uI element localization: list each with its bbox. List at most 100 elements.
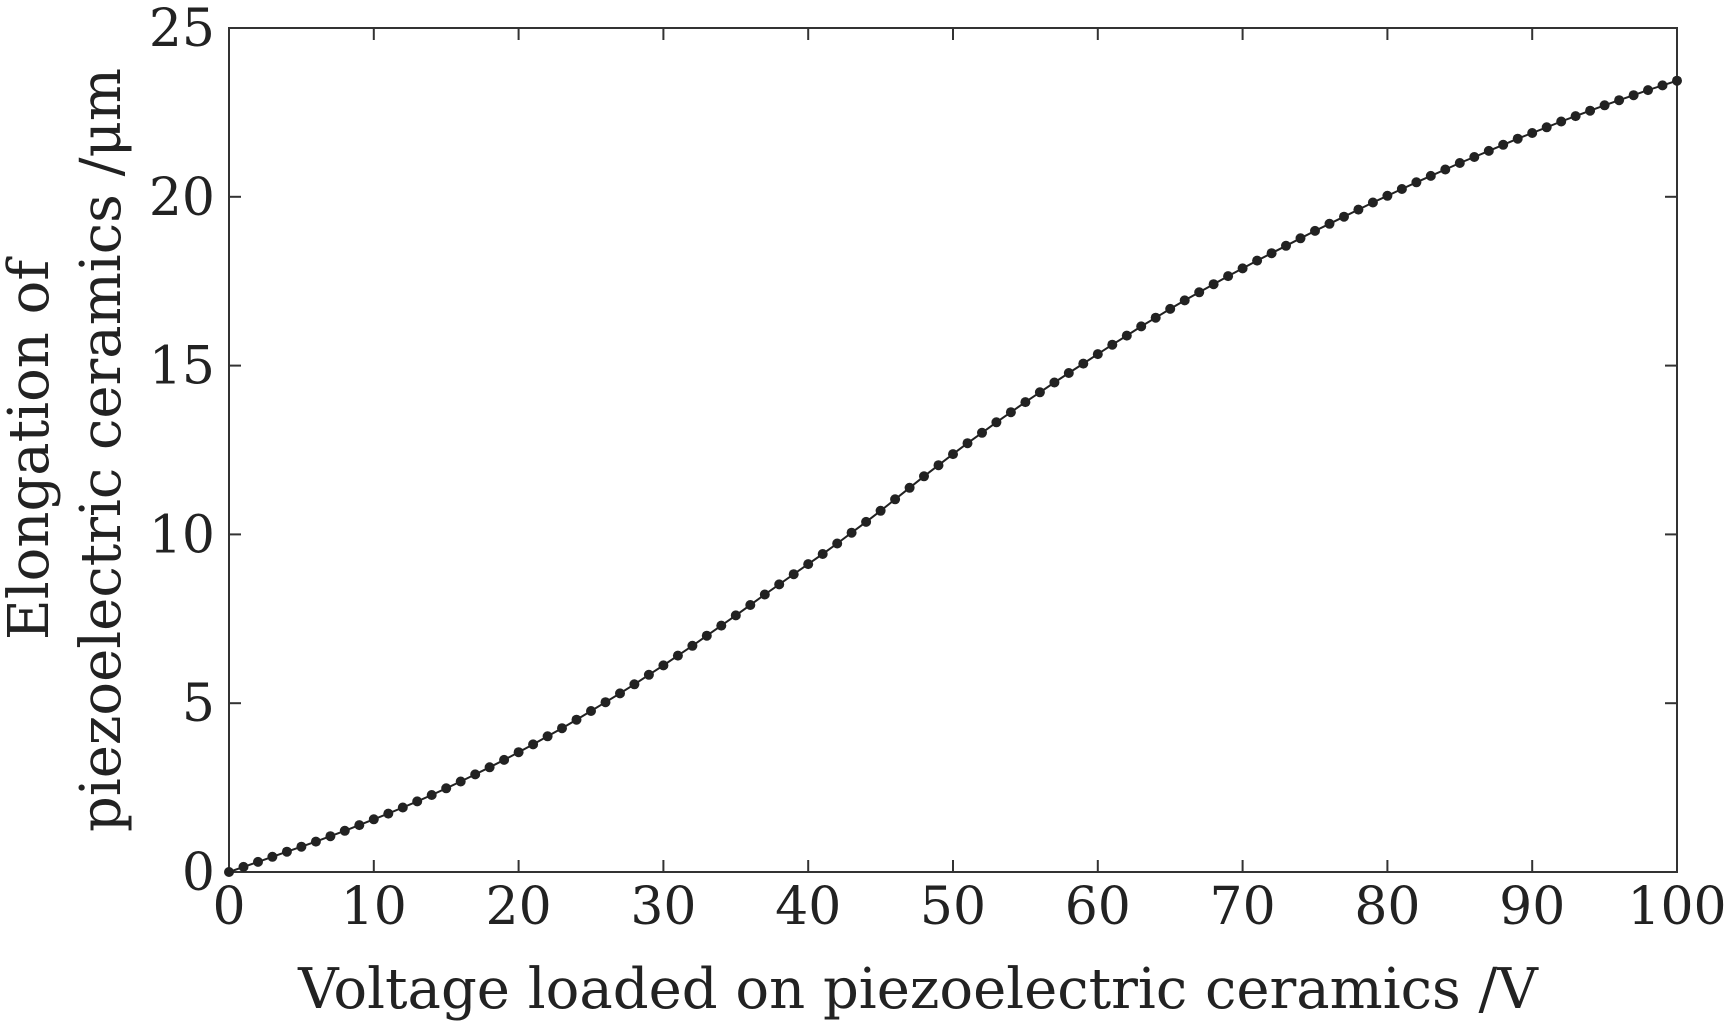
data-point [1034,387,1045,398]
data-point [1266,248,1277,259]
data-point [1556,116,1567,127]
data-point [1121,330,1132,341]
data-point [1367,197,1378,208]
data-point [513,747,524,758]
data-point [861,516,872,527]
data-point [991,417,1002,428]
y-tick-label: 0 [182,843,215,903]
data-point [658,660,669,671]
data-point [919,471,929,482]
data-point [716,620,727,631]
data-point [788,569,799,580]
data-point [383,808,394,819]
data-point [1092,349,1103,360]
y-axis-label-line-1: Elongation of [0,256,62,641]
data-point [904,482,915,493]
x-tick-label: 60 [1065,877,1131,937]
x-tick-label: 0 [212,877,245,937]
data-point [962,438,973,449]
series-layer [224,75,1682,877]
data-point [1353,204,1364,215]
data-point [1310,225,1320,236]
data-point [745,600,756,610]
data-point [267,851,278,862]
data-point [557,723,567,734]
data-point [1570,111,1581,122]
x-axis-label: Voltage loaded on piezoelectric ceramics… [297,957,1539,1022]
data-point [281,846,292,857]
data-point [397,802,408,813]
data-point [499,754,510,765]
data-point [1223,271,1234,282]
data-point [1179,295,1190,306]
data-point [1194,287,1205,298]
data-point [310,836,321,847]
data-point [1541,122,1552,133]
data-point [1208,279,1219,290]
y-tick-label: 25 [149,0,215,59]
data-point [1469,152,1480,162]
data-point [1512,133,1523,144]
y-tick-label: 5 [182,674,215,734]
data-point [1672,75,1682,86]
data-point [1628,90,1639,101]
data-point [1527,128,1538,138]
data-point [817,549,828,559]
y-tick-label: 20 [149,168,215,228]
data-point [759,589,770,600]
data-point [701,630,712,641]
data-point [803,559,814,570]
data-point [1281,240,1291,251]
data-point [1411,177,1422,188]
data-point [948,449,958,460]
data-point [441,783,452,794]
data-point [1599,100,1610,111]
x-tick-label: 80 [1354,877,1420,937]
data-point [1150,312,1161,323]
data-point [1425,170,1436,181]
data-point [1063,368,1074,378]
data-point [774,579,785,590]
data-point [933,460,944,471]
data-point [354,820,365,831]
data-point [1078,358,1089,369]
x-tick-label: 90 [1499,877,1565,937]
y-tick-label: 10 [149,505,215,565]
data-point [629,679,640,690]
data-point [875,505,886,516]
data-point [1237,263,1248,274]
data-point [977,427,987,438]
data-point [412,796,423,807]
data-point [455,776,466,787]
data-point [1498,139,1509,150]
data-point [253,856,263,867]
data-point [1483,145,1494,156]
data-point [238,861,249,872]
ticks-layer: 0 10 20 30 40 50 60 70 80 90 100 0 5 10 15 20 25 [149,0,1727,937]
x-tick-label: 50 [920,877,986,937]
data-point [1165,303,1176,314]
data-point [1005,407,1016,418]
data-point [1324,218,1335,229]
data-point [339,825,350,836]
data-point [296,841,307,852]
data-point [1585,105,1596,116]
data-point [1020,397,1031,408]
data-point [470,769,481,780]
data-point [1614,95,1625,106]
data-point [832,538,843,549]
data-point [571,714,582,725]
x-tick-label: 40 [775,877,841,937]
data-point [1339,211,1349,222]
data-point [890,494,901,505]
data-point [586,706,596,716]
data-point [1396,184,1407,194]
data-point [224,867,234,877]
data-point [672,650,683,661]
data-point [542,731,553,742]
y-tick-label: 15 [149,337,215,397]
x-tick-label: 70 [1210,877,1276,937]
data-point [730,610,741,621]
